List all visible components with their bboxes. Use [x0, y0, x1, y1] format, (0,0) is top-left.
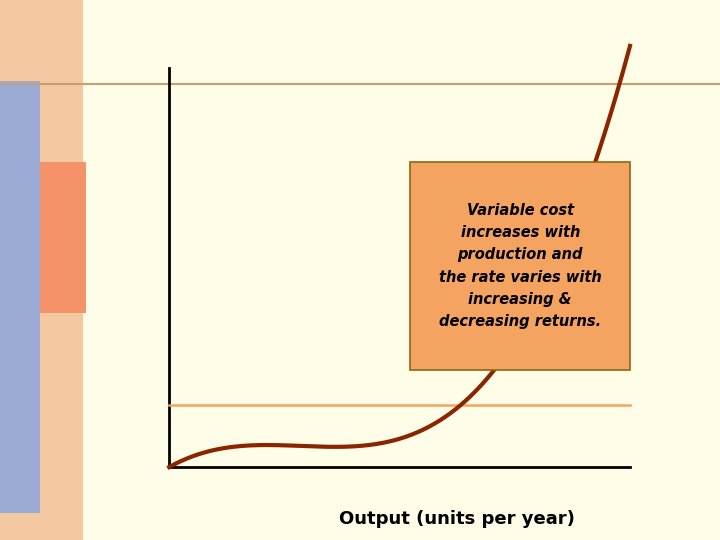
Text: Output (units per year): Output (units per year): [339, 510, 575, 529]
Text: Variable cost
increases with
production and
the rate varies with
increasing &
de: Variable cost increases with production …: [438, 203, 602, 329]
